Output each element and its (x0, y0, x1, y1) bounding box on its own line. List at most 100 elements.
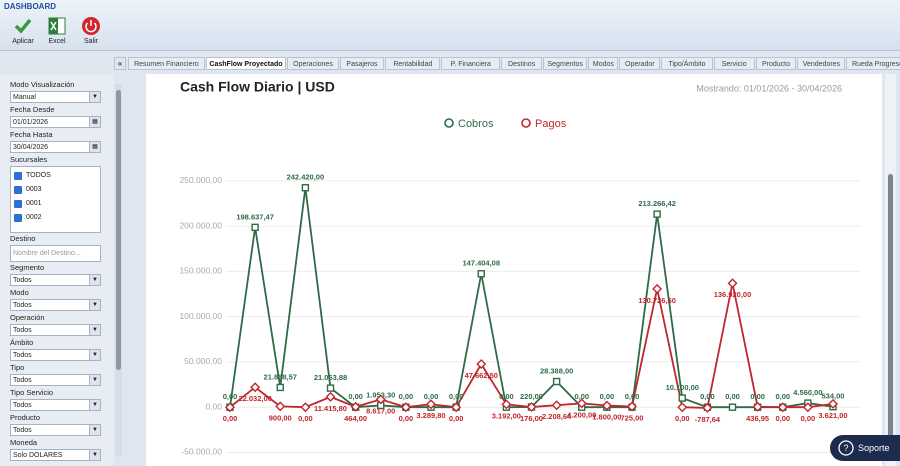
dropdown-arrow[interactable]: ▼ (89, 92, 100, 102)
dropdown[interactable]: Todos ▼ (10, 349, 101, 361)
tab[interactable]: CashFlow Proyectado (205, 57, 287, 70)
field-label: Sucursales (10, 155, 48, 164)
point (828, 398, 838, 409)
tab[interactable]: Producto (755, 57, 797, 70)
data-label: 0,00 (725, 392, 740, 401)
dropdown[interactable]: Todos ▼ (10, 374, 101, 386)
collapse-button[interactable]: « (114, 57, 126, 70)
tab[interactable]: Vendedores (797, 57, 846, 70)
chart-panel (146, 74, 882, 466)
dropdown[interactable]: Todos ▼ (10, 274, 101, 286)
dropdown-arrow[interactable]: ▼ (89, 425, 100, 435)
sidebar-scrollbar[interactable] (115, 84, 122, 456)
placeholder: Nombre del Destino... (13, 250, 81, 257)
data-label: 28.388,00 (540, 366, 573, 375)
legend-marker (444, 118, 454, 128)
data-label: 47.662,50 (465, 371, 498, 380)
data-label: 8.617,00 (366, 406, 395, 415)
point (276, 383, 284, 392)
y-tick-label: 100.000,00 (179, 311, 222, 321)
checkbox-label: TODOS (26, 172, 51, 179)
tab[interactable]: Operaciones (287, 57, 339, 70)
dropdown[interactable]: Todos ▼ (10, 324, 101, 336)
field-value: Todos (13, 327, 32, 334)
calendar-button[interactable]: ▦ (89, 117, 100, 127)
dropdown-arrow[interactable]: ▼ (89, 450, 100, 460)
dropdown-arrow[interactable]: ▼ (89, 325, 100, 335)
y-tick-label: -50.000,00 (181, 447, 222, 457)
tab[interactable]: Operador (619, 57, 661, 70)
dropdown[interactable]: Todos ▼ (10, 299, 101, 311)
checkbox-item[interactable]: 0001 (14, 199, 42, 209)
dropdown[interactable]: Todos ▼ (10, 424, 101, 436)
field-value: Todos (13, 302, 32, 309)
date-input[interactable]: 30/04/2026 ▦ (10, 141, 101, 153)
calendar-button[interactable]: ▦ (89, 142, 100, 152)
point (476, 359, 487, 370)
checkbox-item[interactable]: TODOS (14, 171, 51, 181)
tab[interactable]: Destinos (501, 57, 542, 70)
point (552, 377, 561, 386)
checkbox-item[interactable]: 0002 (14, 213, 42, 223)
tab[interactable]: P. Financiera (441, 57, 501, 70)
point (551, 400, 562, 411)
checkbox (14, 214, 22, 222)
data-label: 11.415,80 (314, 404, 347, 413)
y-tick-label: 200.000,00 (179, 220, 222, 230)
date-input[interactable]: 01/01/2026 ▦ (10, 116, 101, 128)
icon (14, 18, 32, 34)
dropdown[interactable]: Manual ▼ (10, 91, 101, 103)
button-label: Aplicar (12, 38, 34, 45)
data-label: 0,00 (675, 414, 690, 423)
point (477, 270, 485, 278)
data-label: 0,00 (775, 392, 790, 401)
dropdown-arrow[interactable]: ▼ (89, 400, 100, 410)
tab[interactable]: Tipo/Ámbito (661, 57, 713, 70)
field-value: Solo DOLARES (13, 452, 63, 459)
point (752, 401, 763, 412)
tab[interactable]: Modos (588, 57, 619, 70)
checkbox-list: TODOS 0003 0001 0002 (10, 166, 101, 233)
dropdown[interactable]: Solo DOLARES ▼ (10, 449, 101, 461)
apply-button[interactable]: Aplicar (7, 16, 39, 45)
tab[interactable]: Servicio (713, 57, 755, 70)
data-label: 136.920,00 (714, 290, 752, 299)
dropdown[interactable]: Todos ▼ (10, 399, 101, 411)
y-tick-label: 150.000,00 (179, 266, 222, 276)
dropdown-arrow[interactable]: ▼ (89, 350, 100, 360)
checkbox (14, 200, 22, 208)
dropdown-arrow[interactable]: ▼ (89, 300, 100, 310)
checkbox (14, 186, 22, 194)
data-label: 0,00 (298, 414, 313, 423)
tab[interactable]: Segmentos (543, 57, 588, 70)
support-button[interactable]: ? Soporte (830, 435, 900, 461)
tab[interactable]: Rentabilidad (385, 57, 441, 70)
checkbox-item[interactable]: 0003 (14, 185, 42, 195)
point (350, 401, 361, 412)
point (601, 400, 612, 411)
tab[interactable]: Resumen Financiero (128, 57, 205, 70)
tab[interactable]: Rueda Progreso (846, 57, 900, 70)
legend-label: Pagos (535, 118, 567, 130)
tab[interactable]: Pasajeros (339, 57, 385, 70)
point (426, 399, 436, 410)
text-input[interactable]: Nombre del Destino... (10, 245, 101, 262)
dropdown-arrow[interactable]: ▼ (89, 375, 100, 385)
data-label: 0,00 (625, 392, 640, 401)
support-label: Soporte (858, 443, 890, 453)
exit-button[interactable]: Salir (75, 16, 107, 45)
panel-scrollbar[interactable] (885, 74, 896, 466)
field-label: Tipo (10, 363, 25, 372)
checkbox-label: 0001 (26, 200, 42, 207)
point (702, 402, 713, 413)
dropdown-arrow[interactable]: ▼ (89, 275, 100, 285)
excel-button[interactable]: Excel (41, 16, 73, 45)
svg-text:?: ? (843, 443, 848, 453)
data-label: 21.063,88 (314, 373, 347, 382)
point (802, 402, 813, 413)
point (400, 402, 411, 413)
point (777, 402, 788, 413)
point (576, 398, 587, 409)
data-label: 242.420,00 (287, 173, 325, 182)
point (300, 402, 311, 413)
